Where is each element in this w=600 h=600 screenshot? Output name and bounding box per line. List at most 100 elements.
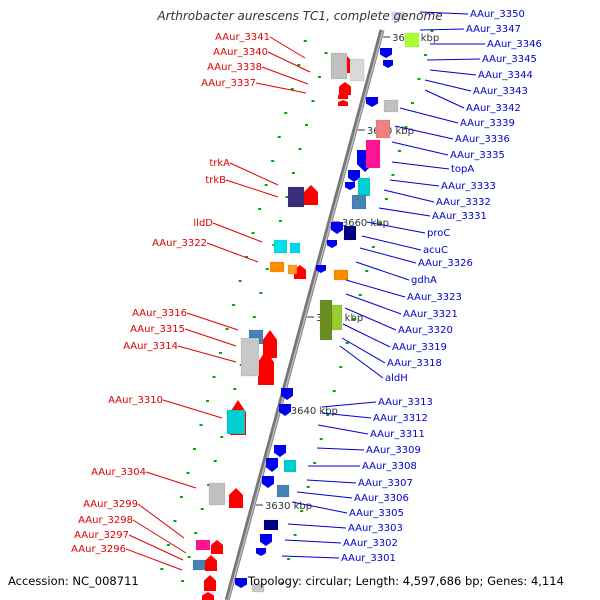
tick-dot — [166, 544, 170, 546]
right-gene-label: AAur_3320 — [398, 325, 453, 336]
tick-dot — [285, 196, 289, 198]
tick-dot — [384, 198, 388, 200]
gene-arrow — [345, 182, 355, 190]
left-gene-label: AAur_3322 — [152, 238, 207, 249]
tick-dot — [378, 222, 382, 224]
tick-dot — [173, 520, 177, 522]
tick-dot — [280, 582, 284, 584]
right-gene-label: AAur_3332 — [436, 197, 491, 208]
label-leader-line — [212, 222, 263, 243]
left-gene-label: AAur_3297 — [74, 530, 129, 541]
tick-dot — [297, 64, 301, 66]
tick-dot — [265, 268, 269, 270]
gene-AAur_3320 — [331, 304, 343, 331]
tick-dot — [430, 30, 434, 32]
tick-dot — [300, 510, 304, 512]
tick-dot — [319, 438, 323, 440]
gene-arrow — [279, 404, 291, 416]
gene-AAur_3342 — [383, 99, 399, 113]
label-leader-line — [424, 79, 472, 92]
right-gene-label: AAur_3347 — [466, 24, 521, 35]
tick-dot — [298, 148, 302, 150]
label-leader-line — [321, 412, 372, 419]
label-leader-line — [306, 479, 357, 484]
tick-dot — [258, 208, 262, 210]
gene-AAur_3296 — [192, 559, 206, 571]
left-gene-label: AAur_3310 — [108, 395, 163, 406]
scale-label: 3670 kbp — [367, 126, 414, 137]
left-gene-label: AAur_3337 — [201, 78, 256, 89]
label-leader-line — [162, 399, 223, 419]
scale-label: 3630 kbp — [265, 501, 312, 512]
gene-arrow — [327, 240, 337, 248]
gene-AAur_3305 — [276, 484, 290, 498]
accession-text: Accession: NC_008711 — [8, 574, 139, 588]
right-gene-label: AAur_3306 — [354, 493, 409, 504]
tick-dot — [318, 76, 322, 78]
gene-arrow — [258, 350, 274, 385]
gene-arrow — [205, 555, 217, 571]
left-gene-label: AAur_3296 — [71, 544, 126, 555]
label-leader-line — [424, 89, 465, 109]
gene-arrow — [316, 265, 326, 273]
left-gene-label: AAur_3316 — [132, 308, 187, 319]
label-leader-line — [184, 328, 237, 347]
gene-AAur_3303 — [263, 519, 279, 531]
gene-box — [289, 242, 301, 254]
label-leader-line — [316, 447, 365, 451]
tick-dot — [200, 508, 204, 510]
tick-dot — [345, 342, 349, 344]
label-leader-line — [269, 36, 306, 59]
label-leader-line — [128, 534, 184, 561]
gene-AAur_3304 — [208, 482, 226, 506]
right-gene-label: AAur_3344 — [478, 70, 533, 81]
label-leader-line — [206, 242, 259, 263]
gene-arrow — [380, 48, 392, 58]
gene-arrow — [229, 488, 243, 508]
gene-arrow — [304, 185, 318, 205]
gene-AAur_3308 — [283, 459, 297, 473]
label-leader-line — [345, 279, 406, 298]
label-leader-line — [359, 247, 417, 264]
tick-dot — [304, 124, 308, 126]
tick-dot — [284, 112, 288, 114]
gene-arrow — [331, 222, 343, 234]
tick-dot — [339, 366, 343, 368]
right-gene-label: AAur_3307 — [358, 478, 413, 489]
tick-dot — [277, 136, 281, 138]
tick-dot — [199, 424, 203, 426]
right-gene-label: AAur_3305 — [349, 508, 404, 519]
tick-dot — [371, 246, 375, 248]
gene-AAur_3299 — [195, 539, 211, 551]
right-gene-label: AAur_3346 — [487, 39, 542, 50]
label-leader-line — [391, 161, 450, 170]
topology-text: Topology: circular; Length: 4,597,686 bp… — [248, 574, 564, 588]
tick-dot — [358, 294, 362, 296]
label-leader-line — [339, 345, 384, 379]
map-title: Arthrobacter aurescens TC1, complete gen… — [157, 9, 443, 23]
label-leader-line — [419, 28, 465, 31]
gene-arrow — [281, 388, 293, 400]
label-leader-line — [391, 141, 449, 156]
right-gene-label: gdhA — [411, 275, 437, 286]
gene-box — [391, 11, 405, 21]
label-leader-line — [429, 69, 477, 76]
tick-dot — [287, 558, 291, 560]
tick-dot — [213, 460, 217, 462]
tick-dot — [245, 256, 249, 258]
label-leader-line — [378, 207, 431, 217]
left-gene-label: AAur_3341 — [215, 32, 270, 43]
tick-dot — [326, 414, 330, 416]
gene-arrow — [235, 578, 247, 588]
label-leader-line — [267, 51, 311, 73]
label-leader-line — [321, 401, 377, 408]
label-leader-line — [345, 293, 402, 315]
tick-dot — [332, 390, 336, 392]
gene-arrow — [366, 97, 378, 107]
right-gene-label: AAur_3342 — [466, 103, 521, 114]
tick-dot — [365, 270, 369, 272]
right-gene-label: AAur_3313 — [378, 397, 433, 408]
gene-arrow — [339, 82, 351, 95]
right-gene-label: AAur_3339 — [460, 118, 515, 129]
left-gene-label: lldD — [193, 218, 213, 229]
